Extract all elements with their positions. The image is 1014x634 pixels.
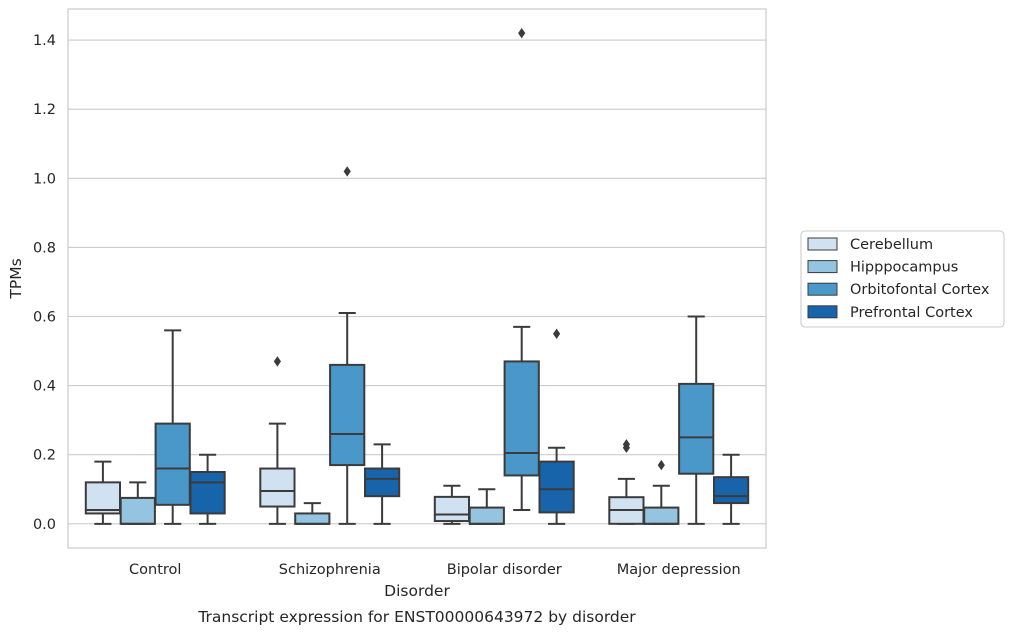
box-orbitofontal-cortex bbox=[154, 329, 191, 525]
legend-label: Cerebellum bbox=[850, 237, 933, 253]
x-axis-label: Disorder bbox=[384, 582, 450, 600]
legend-label: Hipppocampus bbox=[850, 260, 958, 276]
box-orbitofontal-cortex bbox=[503, 27, 540, 511]
y-tick-label: 0.2 bbox=[33, 448, 56, 464]
box-hipppocampus bbox=[468, 488, 505, 525]
y-tick-label: 0.0 bbox=[33, 517, 56, 533]
outlier-point bbox=[273, 356, 281, 367]
box-iqr bbox=[84, 481, 122, 515]
box-cerebellum bbox=[433, 484, 471, 525]
legend-swatch bbox=[807, 237, 838, 251]
y-axis-label: TPMs bbox=[7, 258, 25, 299]
box-hipppocampus bbox=[294, 502, 331, 525]
chart-caption: Transcript expression for ENST0000064397… bbox=[197, 608, 636, 626]
box-iqr bbox=[468, 506, 505, 525]
y-tick-label: 0.6 bbox=[33, 310, 56, 326]
box-hipppocampus bbox=[643, 459, 680, 525]
legend-label: Prefrontal Cortex bbox=[850, 305, 973, 321]
box-iqr bbox=[119, 496, 156, 525]
y-tick-label: 1.4 bbox=[33, 33, 56, 49]
box-iqr bbox=[189, 470, 226, 515]
y-tick-label: 0.4 bbox=[33, 379, 56, 395]
x-tick-label: Major depression bbox=[617, 562, 741, 578]
legend-swatch bbox=[807, 260, 838, 274]
box-prefrontal-cortex bbox=[363, 443, 401, 525]
legend-swatch bbox=[807, 282, 838, 296]
box-cerebellum bbox=[84, 460, 122, 525]
box-iqr bbox=[294, 512, 331, 525]
y-axis-ticks: 0.0 0.2 0.4 0.6 0.8 1.0 1.2 1.4 bbox=[33, 33, 56, 533]
outlier-point bbox=[657, 459, 665, 471]
box-iqr bbox=[433, 495, 471, 523]
outlier-point bbox=[622, 439, 630, 450]
x-tick-label: Control bbox=[129, 562, 181, 578]
outlier-point bbox=[518, 27, 526, 39]
x-tick-label: Schizophrenia bbox=[279, 562, 381, 578]
box-prefrontal-cortex bbox=[712, 453, 750, 525]
outlier-point bbox=[553, 328, 561, 339]
outlier-point bbox=[343, 166, 351, 177]
x-tick-label: Bipolar disorder bbox=[447, 562, 562, 578]
plot-frame bbox=[67, 8, 767, 549]
box-iqr bbox=[363, 467, 401, 498]
box-iqr bbox=[712, 476, 750, 505]
legend-label: Orbitofontal Cortex bbox=[850, 282, 990, 298]
legend-swatch bbox=[807, 305, 838, 319]
legend: Cerebellum Hipppocampus Orbitofontal Corte… bbox=[800, 230, 1005, 328]
box-iqr bbox=[678, 382, 715, 475]
y-tick-label: 1.0 bbox=[33, 171, 56, 187]
box-orbitofontal-cortex bbox=[329, 166, 366, 525]
box-cerebellum bbox=[259, 356, 296, 525]
box-hipppocampus bbox=[119, 481, 156, 525]
x-axis-ticks: Control Schizophrenia Bipolar disorder Majo… bbox=[129, 562, 741, 578]
box-iqr bbox=[329, 363, 366, 467]
y-tick-label: 0.8 bbox=[33, 240, 56, 256]
legend-frame bbox=[800, 230, 1005, 328]
boxes bbox=[84, 27, 750, 525]
box-orbitofontal-cortex bbox=[678, 315, 715, 525]
box-iqr bbox=[538, 460, 575, 514]
box-iqr bbox=[259, 467, 296, 508]
box-iqr bbox=[154, 422, 191, 506]
box-prefrontal-cortex bbox=[189, 453, 226, 525]
y-tick-label: 1.2 bbox=[33, 102, 56, 118]
box-iqr bbox=[503, 360, 540, 477]
box-cerebellum bbox=[608, 439, 645, 525]
box-prefrontal-cortex bbox=[538, 328, 575, 525]
box-iqr bbox=[643, 506, 680, 525]
